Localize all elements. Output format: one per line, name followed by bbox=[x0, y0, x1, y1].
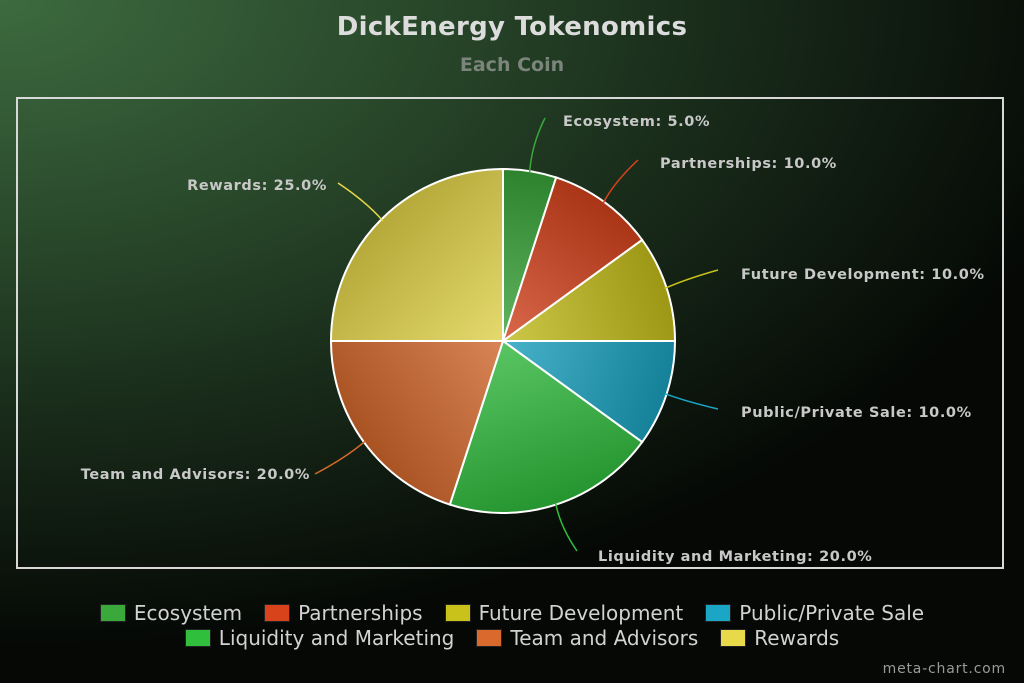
legend-swatch-team-and-advisors bbox=[476, 629, 502, 647]
legend-swatch-ecosystem bbox=[100, 604, 126, 622]
legend-item-liquidity-and-marketing[interactable]: Liquidity and Marketing bbox=[185, 626, 455, 650]
slice-label-partnerships: Partnerships: 10.0% bbox=[660, 156, 837, 172]
slice-label-rewards: Rewards: 25.0% bbox=[187, 178, 327, 194]
legend-swatch-liquidity-and-marketing bbox=[185, 629, 211, 647]
leader-line-liquidity-and-marketing bbox=[556, 503, 577, 551]
legend-label-rewards: Rewards bbox=[754, 626, 839, 650]
leader-line-ecosystem bbox=[530, 118, 545, 173]
legend-item-future-development[interactable]: Future Development bbox=[445, 601, 684, 625]
legend: Ecosystem Partnerships Future Developmen… bbox=[0, 600, 1024, 650]
legend-label-future-development: Future Development bbox=[479, 601, 684, 625]
slice-label-ecosystem: Ecosystem: 5.0% bbox=[563, 114, 710, 130]
legend-label-ecosystem: Ecosystem bbox=[134, 601, 242, 625]
slice-label-future-development: Future Development: 10.0% bbox=[741, 267, 985, 283]
leader-line-team-and-advisors bbox=[315, 441, 365, 474]
legend-swatch-rewards bbox=[720, 629, 746, 647]
legend-label-team-and-advisors: Team and Advisors bbox=[510, 626, 698, 650]
legend-label-public-private-sale: Public/Private Sale bbox=[739, 601, 924, 625]
legend-swatch-public-private-sale bbox=[705, 604, 731, 622]
legend-label-liquidity-and-marketing: Liquidity and Marketing bbox=[219, 626, 455, 650]
legend-item-partnerships[interactable]: Partnerships bbox=[264, 601, 422, 625]
legend-item-team-and-advisors[interactable]: Team and Advisors bbox=[476, 626, 698, 650]
credit-text[interactable]: meta-chart.com bbox=[883, 661, 1006, 677]
legend-swatch-partnerships bbox=[264, 604, 290, 622]
pie-slice-rewards[interactable] bbox=[331, 169, 503, 341]
leader-line-future-development bbox=[665, 270, 718, 288]
legend-label-partnerships: Partnerships bbox=[298, 601, 422, 625]
legend-item-ecosystem[interactable]: Ecosystem bbox=[100, 601, 242, 625]
legend-item-rewards[interactable]: Rewards bbox=[720, 626, 839, 650]
leader-line-public-private-sale bbox=[665, 394, 718, 409]
leader-line-partnerships bbox=[603, 160, 638, 203]
legend-row-2: Liquidity and Marketing Team and Advisor… bbox=[0, 625, 1024, 650]
slice-label-team-and-advisors: Team and Advisors: 20.0% bbox=[81, 467, 310, 483]
legend-row-1: Ecosystem Partnerships Future Developmen… bbox=[0, 600, 1024, 625]
slice-label-liquidity-and-marketing: Liquidity and Marketing: 20.0% bbox=[598, 549, 872, 565]
legend-item-public-private-sale[interactable]: Public/Private Sale bbox=[705, 601, 924, 625]
slice-label-public-private-sale: Public/Private Sale: 10.0% bbox=[741, 405, 972, 421]
leader-line-rewards bbox=[338, 183, 383, 221]
legend-swatch-future-development bbox=[445, 604, 471, 622]
